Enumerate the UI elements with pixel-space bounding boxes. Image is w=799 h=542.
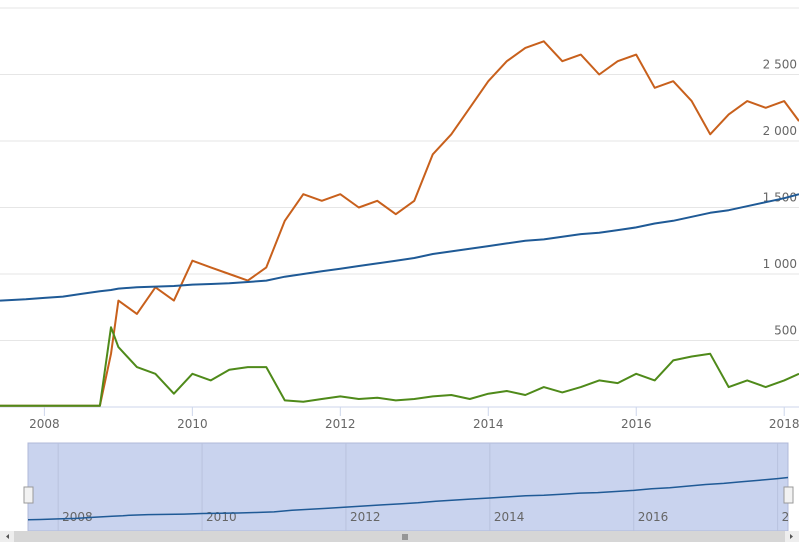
navigator: 2008 2010 2012 2014 2016 2018	[28, 443, 799, 531]
x-tick-label: 2008	[29, 417, 60, 431]
x-tick-label: 2018	[769, 417, 799, 431]
scrollbar-grip	[402, 534, 408, 540]
y-tick-label: 500	[774, 324, 797, 338]
navigator-handle[interactable]	[783, 486, 794, 504]
x-tick-label: 2016	[621, 417, 652, 431]
series-line	[0, 40, 799, 407]
x-tick-label: 2010	[177, 417, 208, 431]
navigator-label: 2018	[782, 510, 799, 524]
scroll-left[interactable]	[6, 534, 9, 539]
series-line	[28, 476, 788, 521]
scroll-right[interactable]	[790, 534, 793, 539]
navigator-handle[interactable]	[23, 486, 34, 504]
plot	[0, 40, 799, 407]
navigator-mask	[27, 442, 789, 532]
x-tick-label: 2014	[473, 417, 504, 431]
scrollbar-thumb[interactable]	[14, 531, 785, 542]
series-line	[0, 193, 799, 302]
y-tick-label: 1 000	[763, 257, 797, 271]
navigator-label: 2012	[350, 510, 381, 524]
y-tick-label: 2 000	[763, 124, 797, 138]
navigator-label: 2016	[638, 510, 669, 524]
navigator-label: 2008	[62, 510, 93, 524]
x-tick-label: 2012	[325, 417, 356, 431]
y-tick-label: 2 500	[763, 58, 797, 72]
series-line	[0, 326, 799, 407]
navigator-label: 2010	[206, 510, 237, 524]
navigator-label: 2014	[494, 510, 525, 524]
